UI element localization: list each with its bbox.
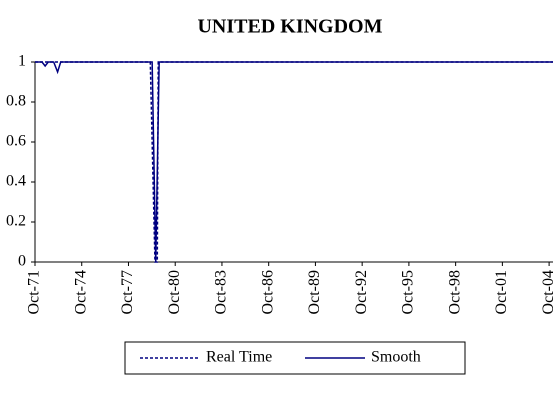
x-tick-label: Oct-04 (540, 270, 555, 314)
series-line (35, 61, 553, 263)
x-tick-label: Oct-89 (306, 270, 323, 314)
x-tick-label: Oct-86 (259, 270, 276, 314)
y-tick-label: 0.6 (6, 133, 26, 150)
x-tick-label: Oct-01 (493, 270, 510, 314)
y-tick-label: 0.8 (6, 93, 26, 110)
y-tick-label: 0 (18, 253, 26, 270)
legend-box (124, 341, 466, 375)
x-tick-label: Oct-71 (26, 270, 43, 314)
x-tick-label: Oct-98 (446, 270, 463, 314)
x-tick-label: Oct-74 (72, 270, 89, 314)
chart-title: UNITED KINGDOM (197, 16, 382, 38)
y-tick-label: 1 (18, 53, 26, 70)
x-tick-label: Oct-77 (119, 270, 136, 314)
series-line (35, 61, 553, 263)
x-tick-label: Oct-95 (400, 270, 417, 314)
legend-label: Smooth (371, 349, 421, 366)
x-tick-label: Oct-80 (166, 270, 183, 314)
legend-label: Real Time (206, 349, 272, 366)
x-tick-label: Oct-92 (353, 270, 370, 314)
x-tick-label: Oct-83 (213, 270, 230, 314)
y-tick-label: 0.2 (6, 213, 26, 230)
y-tick-label: 0.4 (6, 173, 26, 190)
